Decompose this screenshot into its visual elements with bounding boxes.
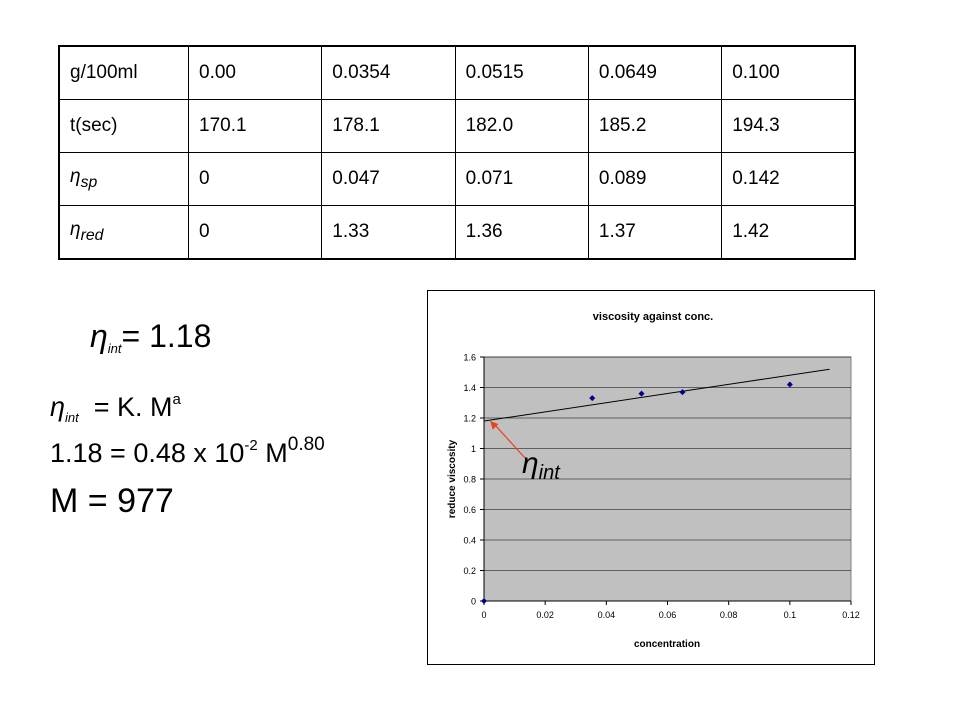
table-cell: 0.0515: [454, 45, 589, 100]
y-tick-label: 1: [471, 444, 476, 454]
grid-lines: [484, 356, 851, 571]
table-cell: 0: [187, 205, 323, 260]
table-cell: 170.1: [187, 99, 323, 153]
y-tick-label: 0.8: [463, 475, 476, 485]
data-point: [786, 381, 793, 388]
viscosity-table: g/100ml 0.00 0.0354 0.0515 0.0649 0.100 …: [58, 45, 856, 260]
arrow-head-icon: [490, 421, 499, 430]
formula-text: M: [257, 438, 288, 468]
x-tick-label: 0.1: [784, 610, 797, 620]
eta-symbol: η: [70, 166, 81, 188]
table-row: g/100ml 0.00 0.0354 0.0515 0.0649 0.100: [58, 45, 856, 100]
table-row-label: ηsp: [58, 152, 189, 206]
x-tick-label: 0.04: [598, 610, 616, 620]
y-tick-label: 1.4: [463, 383, 476, 393]
y-tick-label: 0: [471, 597, 476, 607]
y-axis-label: reduce viscosity: [447, 439, 458, 518]
y-axis: 0 0.2 0.4 0.6 0.8 1 1.2 1.4 1.6: [463, 353, 485, 607]
exponent: 0.80: [287, 434, 325, 455]
x-tick-label: 0: [481, 610, 486, 620]
table-cell: 1.37: [587, 205, 723, 260]
table-cell: 1.36: [454, 205, 589, 260]
table-cell: 0.00: [187, 45, 323, 100]
data-point: [589, 395, 596, 402]
y-tick-label: 0.4: [463, 536, 476, 546]
formula-text: = K. M: [78, 392, 173, 422]
table-cell: 194.3: [721, 99, 856, 153]
x-axis: 0 0.02 0.04 0.06 0.08 0.1 0.12: [481, 600, 860, 620]
table-cell: 0.142: [721, 152, 856, 206]
trend-line: [483, 368, 830, 422]
y-tick-label: 1.6: [463, 353, 476, 363]
y-tick-label: 0.6: [463, 505, 476, 515]
exponent: a: [172, 391, 181, 408]
table-cell: 182.0: [454, 99, 589, 153]
viscosity-chart: viscosity against conc. 0 0.2 0.4 0.6 0.8 1 1.…: [427, 290, 875, 665]
eta-subscript: sp: [80, 173, 98, 191]
table-cell: 0.0354: [321, 45, 456, 100]
table-cell: 178.1: [321, 99, 456, 153]
mark-houwink-equation: ηint = K. Ma: [50, 391, 181, 425]
y-tick-label: 1.2: [463, 414, 476, 424]
data-point: [481, 598, 487, 604]
table-cell: 0.100: [721, 45, 856, 100]
eta-symbol: η: [50, 392, 65, 422]
data-points: [481, 381, 793, 604]
eta-subscript: red: [80, 226, 104, 244]
eta-symbol: η: [522, 447, 539, 480]
table-cell: 0: [187, 152, 323, 206]
table-cell: 0.047: [321, 152, 456, 206]
formula-text: = 1.18: [121, 318, 212, 354]
exponent: -2: [244, 437, 258, 454]
table-cell: 0.071: [454, 152, 589, 206]
x-axis-label: concentration: [634, 639, 700, 650]
intrinsic-viscosity-label: ηint: [522, 447, 561, 484]
table-row: ηsp 0 0.047 0.071 0.089 0.142: [58, 152, 856, 206]
x-tick-label: 0.06: [659, 610, 677, 620]
table-cell: 0.0649: [587, 45, 723, 100]
table-row-label: t(sec): [58, 99, 189, 153]
table-row: ηred 0 1.33 1.36 1.37 1.42: [58, 205, 856, 260]
x-tick-label: 0.08: [720, 610, 738, 620]
molecular-weight-result: M = 977: [50, 482, 174, 520]
formula-text: 1.18 = 0.48 x 10: [50, 438, 245, 468]
eta-symbol: η: [90, 318, 108, 354]
table-cell: 185.2: [587, 99, 723, 153]
table-header-label: g/100ml: [58, 45, 189, 100]
data-point: [679, 389, 686, 396]
x-tick-label: 0.02: [536, 610, 554, 620]
eta-subscript: int: [107, 341, 122, 356]
table-row: t(sec) 170.1 178.1 182.0 185.2 194.3: [58, 99, 856, 153]
data-point: [638, 390, 645, 397]
intrinsic-viscosity-arrow: [493, 423, 526, 459]
table-cell: 1.42: [721, 205, 856, 260]
table-cell: 1.33: [321, 205, 456, 260]
eta-subscript: int: [539, 462, 562, 484]
table-row-label: ηred: [58, 205, 189, 260]
intrinsic-viscosity-value: ηint= 1.18: [90, 318, 212, 356]
eta-subscript: int: [65, 410, 79, 425]
y-tick-label: 0.2: [463, 566, 476, 576]
eta-symbol: η: [70, 219, 81, 241]
substituted-equation: 1.18 = 0.48 x 10-2 M0.80: [50, 434, 325, 469]
chart-title: viscosity against conc.: [593, 311, 713, 323]
x-tick-label: 0.12: [842, 610, 860, 620]
table-cell: 0.089: [587, 152, 723, 206]
